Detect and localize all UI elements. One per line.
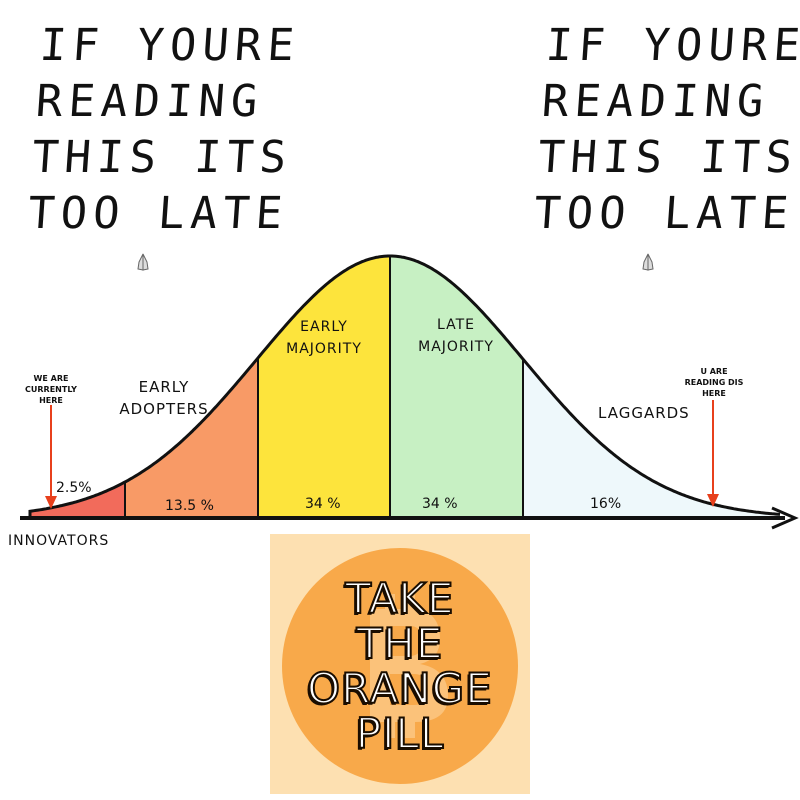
adoption-curve: LAGGARDS INNOVATORS 2.5% 13.5 % 34 % 34 … <box>8 254 799 549</box>
early-adopters-label: EARLY ADOPTERS <box>119 378 209 418</box>
annotation-left: WE ARE CURRENTLY HERE <box>25 374 77 405</box>
laggards-area <box>523 359 770 518</box>
annotation-line: WE ARE <box>34 374 69 383</box>
early-majority-label: EARLY MAJORITY <box>286 319 362 357</box>
innovators-label: INNOVATORS <box>8 533 109 549</box>
late-majority-percent: 34 % <box>422 496 458 512</box>
annotation-line: READING DIS <box>685 378 744 387</box>
annotation-line: HERE <box>39 396 63 405</box>
curve-outline <box>28 254 781 518</box>
annotation-line: CURRENTLY <box>25 385 77 394</box>
arrowhead-left <box>45 496 57 509</box>
pill-text: TAKE THE ORANGE PILL <box>270 574 530 758</box>
innovators-percent: 2.5% <box>56 480 92 496</box>
annotation-line: U ARE <box>700 367 727 376</box>
arrowhead-right <box>707 494 719 507</box>
bitcoin-icon <box>370 594 448 738</box>
pill-line: ORANGE <box>306 664 493 713</box>
axis-arrowhead <box>771 506 799 530</box>
annotation-right: U ARE READING DIS HERE <box>685 367 744 398</box>
annotation-line: HERE <box>702 389 726 398</box>
late-majority-label: LATE MAJORITY <box>418 317 494 355</box>
pill-line: PILL <box>355 709 445 758</box>
early-majority-area <box>258 256 390 518</box>
laggards-label: LAGGARDS <box>598 404 690 422</box>
laggards-percent: 16% <box>590 496 621 512</box>
orange-pill-badge: TAKE THE ORANGE PILL <box>270 534 530 794</box>
late-majority-area <box>390 256 523 518</box>
early-majority-percent: 34 % <box>305 496 341 512</box>
pill-line: TAKE <box>344 574 455 623</box>
pill-line: THE <box>356 619 444 668</box>
praying-hands-icon <box>642 253 654 271</box>
praying-hands-icon <box>137 253 149 271</box>
early-adopters-percent: 13.5 % <box>165 498 214 514</box>
innovators-area <box>30 482 125 518</box>
